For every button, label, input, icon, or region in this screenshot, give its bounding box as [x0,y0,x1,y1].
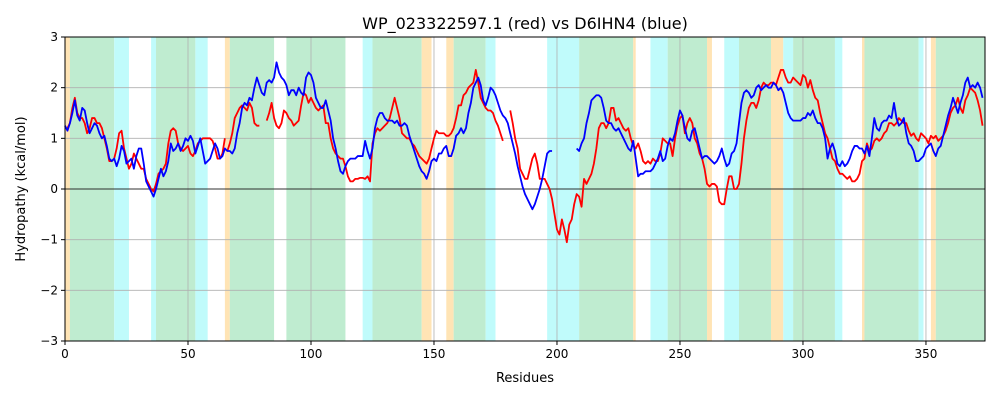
y-axis-label: Hydropathy (kcal/mol) [14,116,29,261]
y-axis-ticks: −3 −2 −1 0 1 2 3 [40,30,65,348]
series-line-blue [64,61,553,211]
x-tick-label: 250 [669,347,692,361]
x-tick-label: 100 [300,347,323,361]
x-tick-label: 0 [61,347,69,361]
y-tick-label: 1 [50,131,58,145]
y-tick-label: −2 [40,283,58,297]
y-tick-label: −3 [40,334,58,348]
series-line-blue [576,76,984,178]
y-tick-label: 0 [50,182,58,196]
x-tick-label: 150 [423,347,446,361]
x-tick-label: 300 [792,347,815,361]
chart-title: WP_023322597.1 (red) vs D6IHN4 (blue) [362,14,688,34]
x-axis-label: Residues [496,371,554,386]
y-tick-label: −1 [40,233,58,247]
x-tick-label: 200 [546,347,569,361]
y-tick-label: 3 [50,30,58,44]
series-line-red [265,69,504,183]
y-tick-label: 2 [50,81,58,95]
x-tick-label: 50 [180,347,195,361]
series-lines [64,61,984,244]
x-tick-label: 350 [915,347,938,361]
x-axis-ticks: 0 50 100 150 200 250 300 350 [61,341,937,361]
